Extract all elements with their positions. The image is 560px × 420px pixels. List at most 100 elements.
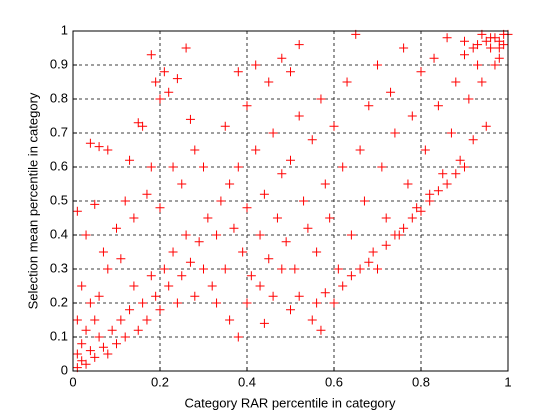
point xyxy=(85,138,95,148)
point xyxy=(390,128,400,138)
point xyxy=(146,162,156,172)
point xyxy=(338,162,348,172)
y-tick-label: 0.1 xyxy=(50,328,68,343)
point xyxy=(364,257,374,267)
point xyxy=(373,264,382,274)
point xyxy=(364,101,374,111)
point xyxy=(77,281,87,291)
point xyxy=(207,281,217,291)
point xyxy=(112,339,121,349)
point xyxy=(468,135,478,145)
point xyxy=(146,271,156,281)
point xyxy=(451,169,461,179)
y-tick-label: 0.2 xyxy=(50,294,68,309)
point xyxy=(103,145,113,155)
point xyxy=(251,60,261,70)
point xyxy=(168,162,178,172)
point xyxy=(342,77,352,87)
point xyxy=(286,155,295,165)
point xyxy=(390,230,400,240)
point xyxy=(233,162,243,172)
point xyxy=(168,247,178,257)
point xyxy=(246,271,256,281)
point xyxy=(416,67,426,77)
point xyxy=(77,339,87,349)
point xyxy=(355,264,365,274)
point xyxy=(473,60,483,70)
point xyxy=(442,179,452,189)
point xyxy=(103,264,113,274)
point xyxy=(138,298,148,308)
point xyxy=(481,121,491,131)
point xyxy=(125,155,135,165)
point xyxy=(264,77,274,87)
point xyxy=(120,332,130,342)
point xyxy=(416,206,426,216)
y-tick-label: 0.4 xyxy=(50,226,68,241)
point xyxy=(329,298,339,308)
point xyxy=(381,240,391,250)
point xyxy=(185,114,195,124)
point xyxy=(212,230,222,240)
point xyxy=(329,121,339,131)
point xyxy=(120,196,130,206)
point xyxy=(381,213,391,223)
x-axis-label: Category RAR percentile in category xyxy=(185,395,396,410)
point xyxy=(116,254,126,264)
point xyxy=(159,67,169,77)
point xyxy=(377,162,387,172)
point xyxy=(320,288,330,298)
point xyxy=(438,169,448,179)
y-tick-label: 0.5 xyxy=(50,192,68,207)
point xyxy=(346,271,356,281)
point xyxy=(212,298,222,308)
point xyxy=(85,346,95,356)
point xyxy=(481,36,491,46)
point xyxy=(181,43,191,53)
x-tick-label: 0.2 xyxy=(151,374,169,389)
point xyxy=(294,291,304,301)
point xyxy=(251,145,261,155)
point xyxy=(172,298,182,308)
point xyxy=(155,94,165,104)
point xyxy=(72,315,82,325)
point xyxy=(460,162,469,172)
y-tick-label: 0.7 xyxy=(50,124,68,139)
point xyxy=(172,74,182,84)
point xyxy=(142,189,152,199)
x-tick-label: 0.6 xyxy=(325,374,343,389)
point xyxy=(242,101,252,111)
point xyxy=(277,264,287,274)
point xyxy=(103,349,113,359)
point xyxy=(125,305,135,315)
point xyxy=(446,128,456,138)
point xyxy=(90,199,100,209)
point xyxy=(151,77,161,87)
point xyxy=(312,298,322,308)
point xyxy=(155,203,165,213)
point xyxy=(325,213,335,223)
y-axis-label: Selection mean percentile in category xyxy=(25,92,40,309)
point xyxy=(373,60,382,70)
point xyxy=(220,264,230,274)
point xyxy=(399,43,409,53)
x-tick-label: 0.8 xyxy=(412,374,430,389)
point xyxy=(81,359,91,369)
point xyxy=(259,189,269,199)
point xyxy=(138,121,148,131)
point xyxy=(177,179,187,189)
point xyxy=(268,128,278,138)
point xyxy=(190,145,200,155)
point xyxy=(320,179,330,189)
point xyxy=(277,169,287,179)
point xyxy=(286,67,295,77)
point xyxy=(420,145,430,155)
point xyxy=(94,291,104,301)
point xyxy=(316,325,326,335)
point xyxy=(238,247,248,257)
point xyxy=(155,305,165,315)
y-tick-label: 0.8 xyxy=(50,90,68,105)
point xyxy=(499,40,509,50)
point xyxy=(433,186,443,196)
